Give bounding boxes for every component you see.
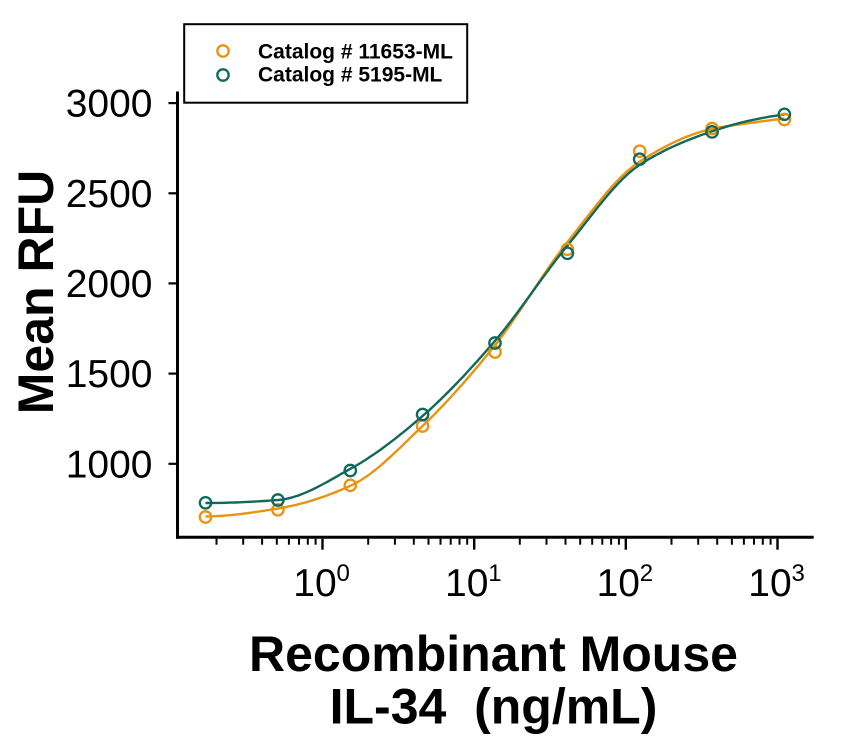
- svg-text:3: 3: [792, 560, 805, 587]
- svg-text:0: 0: [337, 560, 350, 587]
- svg-text:10: 10: [445, 562, 488, 605]
- svg-text:10: 10: [293, 562, 336, 605]
- svg-text:IL-34 (ng/mL): IL-34 (ng/mL): [330, 679, 658, 735]
- svg-text:1500: 1500: [66, 353, 153, 396]
- svg-text:2500: 2500: [66, 173, 153, 216]
- svg-text:Recombinant Mouse: Recombinant Mouse: [249, 626, 738, 682]
- svg-text:2000: 2000: [66, 263, 153, 306]
- svg-text:10: 10: [597, 562, 640, 605]
- svg-text:3000: 3000: [66, 83, 153, 126]
- svg-text:1000: 1000: [66, 443, 153, 486]
- svg-text:Mean RFU: Mean RFU: [8, 170, 64, 414]
- svg-text:10: 10: [748, 562, 791, 605]
- svg-text:2: 2: [640, 560, 653, 587]
- svg-text:Catalog # 5195-ML: Catalog # 5195-ML: [258, 64, 443, 87]
- svg-text:Catalog # 11653-ML: Catalog # 11653-ML: [258, 41, 453, 64]
- svg-text:1: 1: [488, 560, 501, 587]
